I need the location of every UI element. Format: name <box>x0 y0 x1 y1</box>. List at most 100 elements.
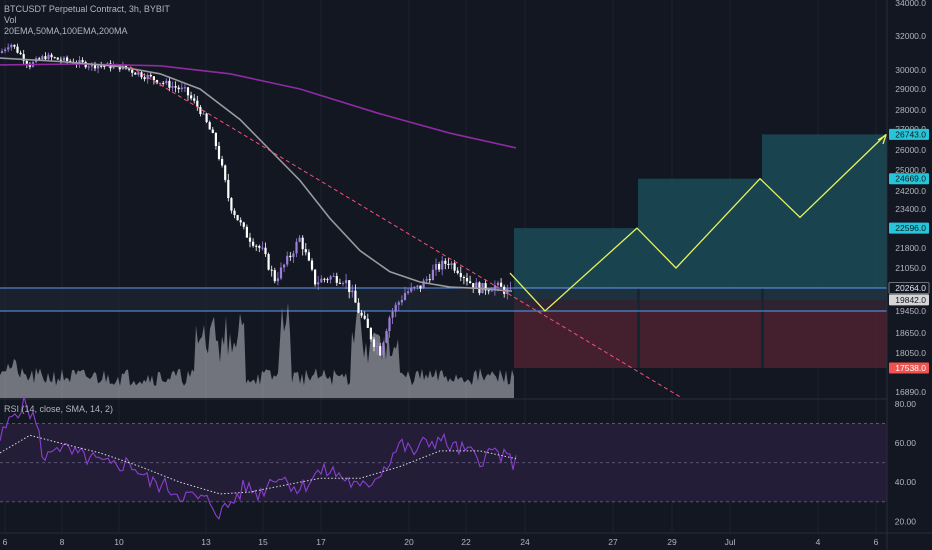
candle-body <box>496 282 500 286</box>
price-tick-label: 24200.0 <box>895 186 926 196</box>
time-tick-label: 6 <box>3 537 8 547</box>
candle-body <box>233 210 236 216</box>
candle-body <box>211 129 214 134</box>
candle-body <box>140 72 143 78</box>
candle-body <box>400 299 403 303</box>
candle-body <box>174 86 177 88</box>
candle-body <box>379 346 382 356</box>
ma-label[interactable]: 20EMA,50MA,100EMA,200MA <box>4 26 128 36</box>
projection-arrowhead <box>877 133 888 145</box>
candle-body <box>372 339 376 347</box>
price-badge-label: 24669.0 <box>895 174 926 184</box>
candle-body <box>146 75 149 80</box>
candle-body <box>472 283 475 288</box>
candle-body <box>97 65 100 69</box>
time-tick-label: 20 <box>404 537 414 547</box>
candle-body <box>16 46 19 53</box>
candle-body <box>180 87 183 90</box>
candle-body <box>345 280 348 284</box>
candle-body <box>307 252 310 261</box>
zone-divider <box>637 288 640 368</box>
candle-body <box>279 267 283 279</box>
candle-body <box>462 277 465 279</box>
candle-body <box>13 44 16 47</box>
candle-body <box>286 255 289 265</box>
rsi-label[interactable]: RSI (14, close, SMA, 14, 2) <box>4 404 114 414</box>
candle-body <box>162 82 165 84</box>
candle-body <box>335 275 338 283</box>
candle-body <box>264 247 267 255</box>
candle-body <box>227 179 230 199</box>
candle-body <box>87 66 90 68</box>
candle-body <box>81 60 84 63</box>
candle-body <box>419 285 422 289</box>
price-tick-label: 28000.0 <box>895 105 926 115</box>
candle-body <box>186 87 190 96</box>
candle-body <box>131 69 134 73</box>
candle-body <box>224 165 227 180</box>
candle-body <box>500 282 503 287</box>
price-tick-label: 29000.0 <box>895 84 926 94</box>
candle-body <box>469 281 472 284</box>
candle-body <box>475 282 478 288</box>
candle-body <box>459 273 462 278</box>
rsi-sma-line <box>0 434 517 495</box>
candle-body <box>434 263 438 270</box>
candle-body <box>230 198 233 211</box>
candle-body <box>171 86 174 88</box>
candle-body <box>41 56 44 60</box>
rsi-tick-label: 20.00 <box>895 516 917 526</box>
price-tick-label: 23400.0 <box>895 204 926 214</box>
candle-body <box>354 290 357 303</box>
candle-body <box>202 113 205 115</box>
candle-body <box>25 60 28 64</box>
candle-body <box>190 95 193 99</box>
drawing-lines <box>129 66 888 399</box>
candle-body <box>326 279 329 281</box>
price-badge <box>888 282 930 294</box>
candle-body <box>44 56 47 60</box>
candle-body <box>332 275 335 277</box>
candle-body <box>490 290 493 292</box>
candle-body <box>428 279 431 281</box>
symbol-title[interactable]: BTCUSDT Perpetual Contract, 3h, BYBIT <box>4 4 170 14</box>
candle-body <box>301 237 304 250</box>
rsi-pane <box>0 396 887 520</box>
candle-body <box>137 72 140 75</box>
candle-body <box>450 263 453 265</box>
price-badge-label: 19842.0 <box>895 295 926 305</box>
candle-body <box>447 263 450 265</box>
candle-body <box>177 87 180 90</box>
candle-body <box>338 282 341 284</box>
candle-body <box>465 277 469 282</box>
volume-bars <box>0 302 514 398</box>
candle-body <box>0 51 4 53</box>
price-badge <box>889 294 929 306</box>
candle-body <box>50 54 53 58</box>
trade-zones <box>0 134 887 368</box>
candle-body <box>143 77 146 80</box>
price-badge-label: 17538.0 <box>895 363 926 373</box>
candle-body <box>22 54 25 61</box>
candle-body <box>391 311 394 318</box>
candle-body <box>456 270 459 274</box>
candle-body <box>10 44 13 48</box>
time-tick-label: 15 <box>258 537 268 547</box>
volume-label[interactable]: Vol <box>4 15 17 25</box>
time-axis: 6 8 10 13 15 17 20 22 24 27 29 Jul 4 6 <box>0 532 932 547</box>
price-tick-label: 34000.0 <box>895 0 926 8</box>
candle-body <box>314 269 317 285</box>
candle-body <box>394 304 397 312</box>
rsi-tick-label: 40.00 <box>895 477 917 487</box>
candle-body <box>47 54 50 60</box>
candle-body <box>487 290 490 292</box>
candle-body <box>397 302 400 305</box>
candle-body <box>155 80 159 84</box>
candle-body <box>363 315 366 319</box>
candle-body <box>357 302 360 313</box>
candle-body <box>509 287 512 289</box>
candle-body <box>425 279 428 281</box>
candle-body <box>348 280 351 293</box>
candle-body <box>221 158 224 166</box>
